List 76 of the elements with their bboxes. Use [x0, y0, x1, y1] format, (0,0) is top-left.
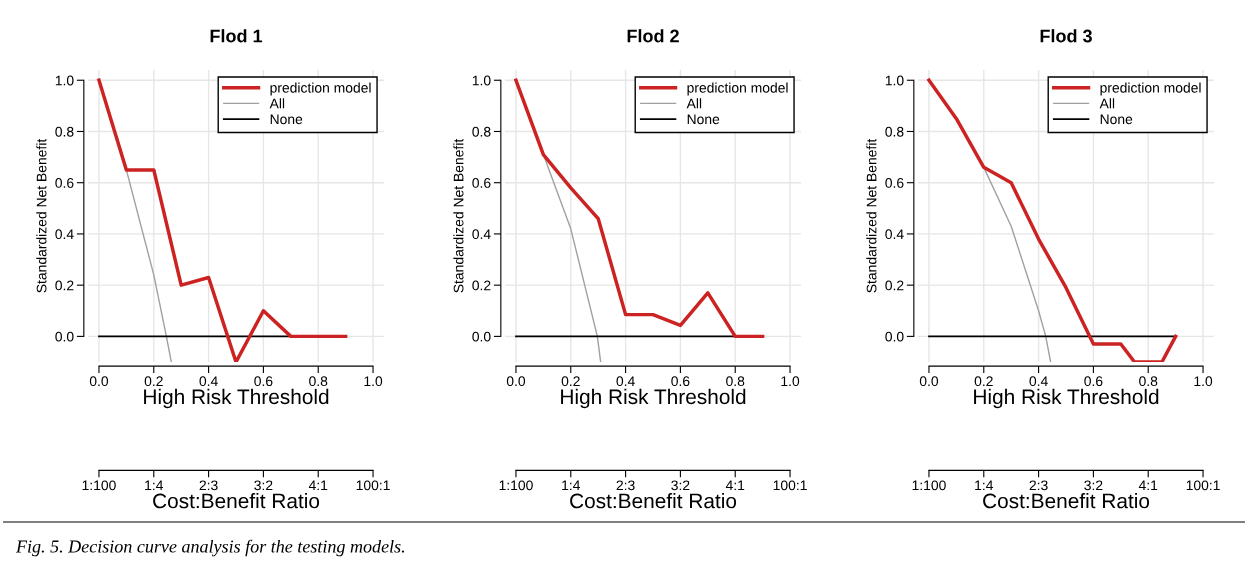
chart-title: Flod 2 [627, 29, 679, 43]
legend-label: All [269, 98, 285, 109]
legend-label: None [1100, 114, 1133, 125]
text: 1:4 [975, 480, 994, 491]
text: 1:100 [499, 480, 533, 491]
x2-axis-title: Cost:Benefit Ratio [983, 493, 1150, 509]
y-axis-title: Standardized Net Benefit [36, 138, 47, 293]
y-tick-label: 0.6 [472, 178, 491, 188]
x-tick-label: 0.0 [919, 376, 939, 387]
x-tick-label: 0.4 [616, 376, 635, 387]
text: 100:1 [356, 480, 390, 491]
x-tick-label: 0.8 [309, 376, 328, 387]
legend-label: prediction model [1100, 82, 1201, 96]
text: 2:3 [1029, 480, 1048, 491]
text: 1:4 [145, 480, 164, 491]
x-tick-label: 0.4 [199, 376, 218, 387]
y-tick-label: 0.0 [885, 331, 904, 342]
text: 100:1 [1186, 480, 1220, 491]
caption: Fig. 5. Decision curve analysis for the testing models. [15, 539, 405, 557]
x-tick-label: 0.2 [144, 376, 163, 387]
text: 3:2 [671, 480, 690, 491]
y-tick-label: 1.0 [55, 75, 74, 86]
x-tick-label: 0.8 [1139, 376, 1158, 387]
y-tick-label: 0.6 [885, 178, 904, 188]
y-tick-label: 0.2 [885, 280, 904, 291]
chart-title: Flod 1 [210, 29, 263, 43]
legend-label: None [687, 114, 720, 125]
y-tick-label: 0.0 [472, 331, 491, 342]
text: 4:1 [1138, 480, 1158, 491]
x-axis-title: High Risk Threshold [561, 388, 746, 409]
y-tick-label: 0.4 [55, 229, 74, 240]
x-tick-label: 1.0 [364, 376, 383, 387]
text: 1:100 [912, 480, 946, 491]
y-tick-label: 0.8 [472, 126, 491, 137]
x-axis-title: High Risk Threshold [144, 388, 329, 409]
y-tick-label: 0.6 [55, 178, 74, 188]
legend-label: None [270, 114, 303, 125]
text: 2:3 [616, 480, 635, 491]
text: 3:2 [1084, 480, 1103, 491]
y-tick-label: 0.0 [55, 331, 74, 342]
text: 1:100 [82, 480, 116, 491]
text: 4:1 [308, 480, 328, 491]
x-tick-label: 0.0 [506, 376, 526, 387]
x-tick-label: 0.0 [89, 376, 109, 387]
y-tick-label: 0.8 [55, 126, 74, 137]
text: 100:1 [773, 480, 807, 491]
text: 4:1 [725, 480, 745, 491]
text: 1:4 [562, 480, 581, 491]
y-tick-label: 0.4 [885, 229, 904, 240]
x-tick-label: 1.0 [781, 376, 800, 387]
legend-label: All [686, 98, 702, 109]
text: 3:2 [254, 480, 273, 491]
text: 2:3 [199, 480, 218, 491]
x-axis-title: High Risk Threshold [974, 388, 1159, 409]
y-tick-label: 0.4 [472, 229, 491, 240]
x-tick-label: 0.6 [1084, 376, 1103, 387]
x-tick-label: 0.2 [561, 376, 580, 387]
y-tick-label: 0.2 [55, 280, 74, 291]
x-tick-label: 0.6 [671, 376, 690, 387]
x2-axis-title: Cost:Benefit Ratio [153, 493, 320, 509]
y-tick-label: 0.8 [885, 126, 904, 137]
x-tick-label: 0.4 [1029, 376, 1048, 387]
y-tick-label: 1.0 [472, 75, 491, 86]
y-tick-label: 1.0 [885, 75, 904, 86]
legend-label: prediction model [687, 82, 788, 96]
y-axis-title: Standardized Net Benefit [453, 138, 464, 293]
y-axis-title: Standardized Net Benefit [866, 138, 877, 293]
x-tick-label: 0.2 [974, 376, 993, 387]
x-tick-label: 1.0 [1194, 376, 1213, 387]
x-tick-label: 0.8 [726, 376, 745, 387]
x-tick-label: 0.6 [254, 376, 273, 387]
legend-label: All [1099, 98, 1115, 109]
y-tick-label: 0.2 [472, 280, 491, 291]
x2-axis-title: Cost:Benefit Ratio [570, 493, 737, 509]
legend-label: prediction model [270, 82, 371, 96]
chart-title: Flod 3 [1040, 29, 1092, 43]
